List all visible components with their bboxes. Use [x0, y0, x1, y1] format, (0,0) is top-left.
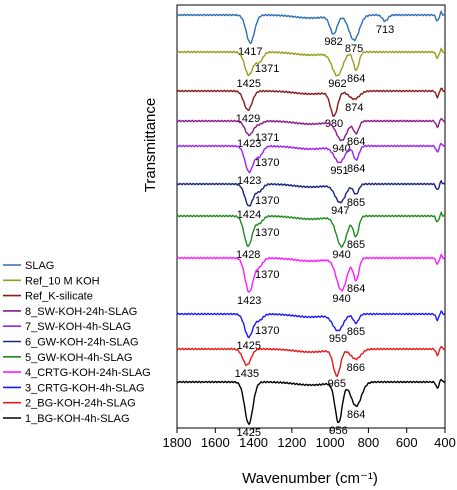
legend-entry: SLAG — [25, 260, 54, 272]
legend-entry: 5_GW-KOH-4h-SLAG — [25, 352, 132, 364]
legend-entry: 1_BG-KOH-4h-SLAG — [25, 413, 130, 425]
peak-label: 982 — [324, 36, 342, 48]
peak-label: 865 — [347, 197, 365, 209]
plot-frame — [176, 4, 446, 429]
peak-label: 1429 — [236, 113, 260, 125]
peak-label: 864 — [347, 73, 365, 85]
x-tick-label: 800 — [358, 435, 380, 450]
legend-entry: Ref_K-silicate — [25, 291, 93, 303]
x-tick-label: 600 — [396, 435, 418, 450]
series-line-10 — [176, 345, 446, 378]
series-line-4 — [176, 117, 446, 142]
legend-entry: 3_CRTG-KOH-4h-SLAG — [25, 382, 145, 394]
legend-entry: 2_BG-KOH-24h-SLAG — [25, 398, 136, 410]
series-line-6 — [176, 179, 446, 208]
peak-label: 865 — [347, 239, 365, 251]
series-line-8 — [176, 253, 446, 293]
peak-label: 864 — [347, 136, 365, 148]
peak-label: 1425 — [237, 78, 261, 90]
legend-entry: 7_SW-KOH-4h-SLAG — [25, 321, 131, 333]
peak-label: 1423 — [237, 138, 261, 150]
series-line-11 — [176, 378, 446, 426]
peak-label: 1428 — [236, 249, 260, 261]
series-line-5 — [176, 142, 446, 174]
series-line-2 — [176, 47, 446, 77]
legend-entry: 6_GW-KOH-24h-SLAG — [25, 337, 139, 349]
peak-label: 1371 — [255, 132, 279, 144]
series-line-9 — [176, 310, 446, 339]
peak-label: 1370 — [255, 269, 279, 281]
peak-label: 947 — [331, 205, 349, 217]
peak-label: 951 — [330, 165, 348, 177]
peak-label: 1435 — [235, 368, 259, 380]
peak-label: 940 — [332, 143, 350, 155]
peak-label: 1370 — [255, 325, 279, 337]
peak-label: 864 — [347, 163, 365, 175]
peak-label: 1425 — [237, 427, 261, 439]
peak-label: 1417 — [238, 46, 262, 58]
x-axis-title: Wavenumber (cm⁻¹) — [242, 470, 378, 487]
peak-label: 713 — [376, 24, 394, 36]
peak-label: 980 — [325, 118, 343, 130]
peak-label: 864 — [347, 409, 365, 421]
peak-label: 1370 — [255, 157, 279, 169]
peak-label: 1370 — [255, 195, 279, 207]
peak-label: 1371 — [255, 63, 279, 75]
peak-label: 1423 — [237, 295, 261, 307]
series-line-1 — [176, 9, 446, 45]
peak-label: 865 — [347, 326, 365, 338]
x-tick-label: 400 — [434, 435, 456, 450]
x-tick-label: 1600 — [201, 435, 230, 450]
peak-label: 959 — [329, 333, 347, 345]
peak-label: 864 — [347, 283, 365, 295]
peak-label: 874 — [345, 102, 363, 114]
peak-label: 875 — [345, 43, 363, 55]
series-line-3 — [176, 87, 446, 117]
peak-label: 1425 — [237, 340, 261, 352]
x-tick-label: 1000 — [316, 435, 345, 450]
peak-label: 940 — [332, 249, 350, 261]
x-tick-label: 1800 — [163, 435, 192, 450]
peak-label: 1370 — [255, 227, 279, 239]
x-tick-label: 1400 — [239, 435, 268, 450]
legend-entry: 4_CRTG-KOH-24h-SLAG — [25, 367, 151, 379]
peak-label: 940 — [332, 293, 350, 305]
peak-label: 1423 — [237, 175, 261, 187]
peak-label: 1424 — [237, 209, 261, 221]
peak-label: 956 — [329, 425, 347, 437]
legend: SLAG Ref_10 M KOH Ref_K-silicate 8_SW-KOH-2… — [3, 260, 151, 425]
legend-entry: 8_SW-KOH-24h-SLAG — [25, 306, 137, 318]
x-tick-label: 1200 — [277, 435, 306, 450]
legend-entry: Ref_10 M KOH — [25, 275, 100, 287]
y-axis-title: Transmittance — [142, 98, 159, 192]
peak-label: 866 — [347, 362, 365, 374]
peak-label: 965 — [328, 378, 346, 390]
series-line-7 — [176, 210, 446, 249]
peak-label: 962 — [328, 78, 346, 90]
